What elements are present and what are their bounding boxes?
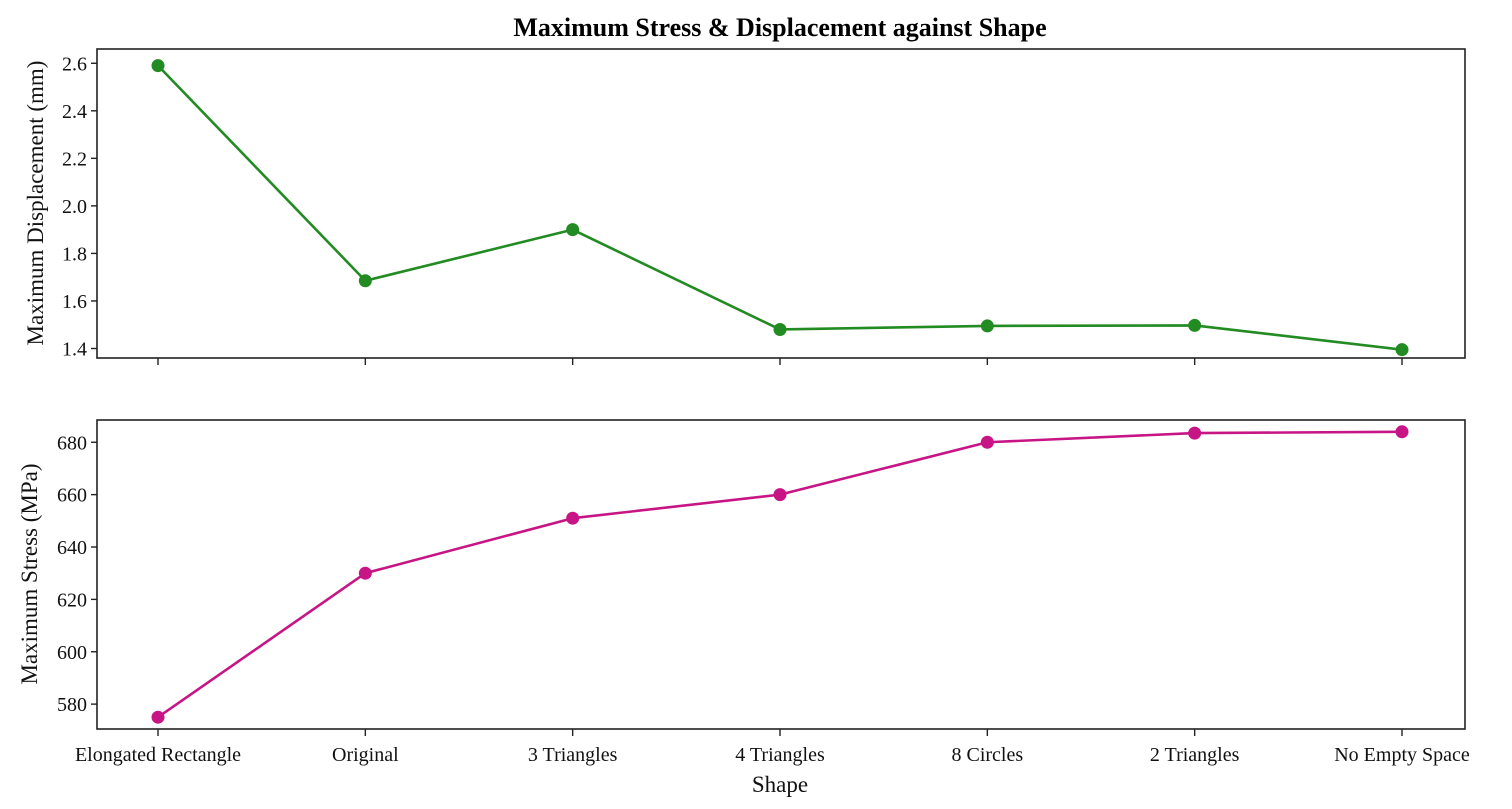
displacement-data-point bbox=[773, 322, 787, 336]
stress-y-axis-label: Maximum Stress (MPa) bbox=[17, 463, 42, 684]
displacement-y-tick-label: 2.6 bbox=[62, 53, 87, 75]
x-tick-label: 8 Circles bbox=[952, 744, 1024, 766]
x-tick-label: No Empty Space bbox=[1334, 744, 1470, 766]
stress-data-point bbox=[1188, 426, 1202, 440]
stress-data-point bbox=[773, 488, 787, 502]
x-tick-label: Elongated Rectangle bbox=[75, 744, 241, 766]
stress-panel: 580 600 620 640 660 680 Elongated Rectangle Or… bbox=[17, 419, 1470, 797]
displacement-plot-frame bbox=[96, 48, 1466, 359]
stress-data-point bbox=[1395, 425, 1409, 439]
stress-data-point bbox=[980, 435, 994, 449]
displacement-data-point bbox=[980, 319, 994, 333]
stress-y-tick-label: 640 bbox=[57, 537, 87, 559]
displacement-data-point bbox=[151, 59, 165, 73]
displacement-y-tick-label: 2.2 bbox=[62, 148, 87, 170]
displacement-y-tick-label: 1.6 bbox=[62, 291, 87, 313]
displacement-data-point bbox=[1395, 343, 1409, 357]
displacement-y-axis-label: Maximum Displacement (mm) bbox=[23, 61, 48, 346]
displacement-y-tick-label: 2.0 bbox=[62, 196, 87, 218]
stress-data-point bbox=[151, 710, 165, 724]
displacement-series-line bbox=[157, 64, 1403, 351]
x-tick-label: Original bbox=[332, 744, 399, 766]
stress-y-tick-label: 580 bbox=[57, 694, 87, 716]
displacement-panel: 1.4 1.6 1.8 2.0 2.2 2.4 2.6 Maximum Displaceme… bbox=[23, 48, 1466, 365]
stress-data-point bbox=[358, 566, 372, 580]
stress-y-tick-label: 620 bbox=[57, 589, 87, 611]
displacement-y-tick-label: 2.4 bbox=[62, 101, 87, 123]
chart-title: Maximum Stress & Displacement against Sh… bbox=[513, 13, 1046, 42]
displacement-data-point bbox=[1188, 318, 1202, 332]
stress-data-point bbox=[566, 511, 580, 525]
displacement-data-point bbox=[358, 274, 372, 288]
displacement-y-tick-label: 1.8 bbox=[62, 243, 87, 265]
stress-y-tick-label: 660 bbox=[57, 485, 87, 507]
stress-series-line bbox=[157, 430, 1403, 719]
displacement-y-tick-label: 1.4 bbox=[62, 338, 87, 360]
x-tick-label: 2 Triangles bbox=[1150, 744, 1240, 766]
stress-y-tick-label: 600 bbox=[57, 642, 87, 664]
x-tick-label: 4 Triangles bbox=[735, 744, 825, 766]
stress-plot-frame bbox=[96, 419, 1466, 730]
x-tick-label: 3 Triangles bbox=[528, 744, 618, 766]
x-axis-label: Shape bbox=[752, 772, 808, 797]
stress-y-tick-label: 680 bbox=[57, 432, 87, 454]
displacement-data-point bbox=[566, 223, 580, 237]
